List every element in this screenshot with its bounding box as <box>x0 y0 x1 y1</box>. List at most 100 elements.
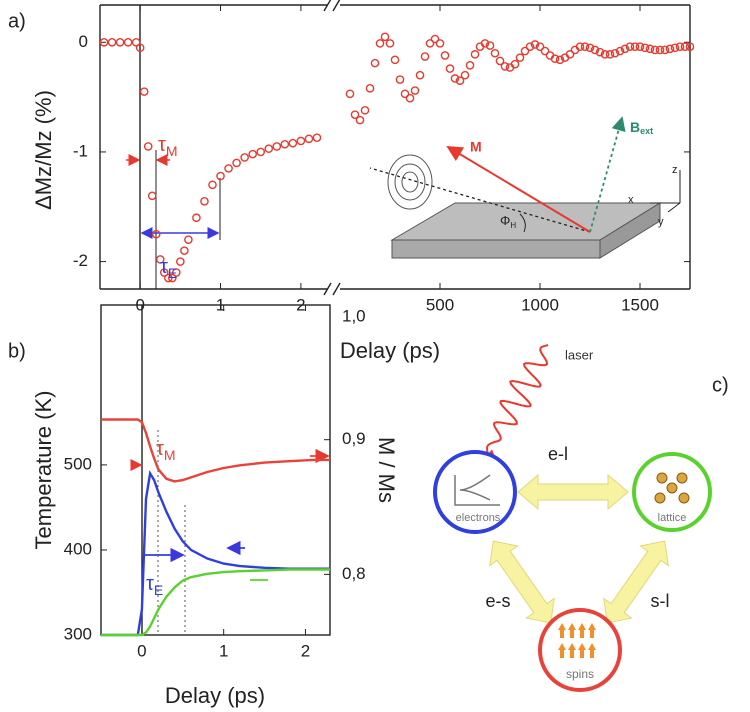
data-point <box>495 56 505 66</box>
data-point <box>184 235 193 244</box>
data-point <box>135 43 145 53</box>
data-point <box>192 213 201 223</box>
data-point <box>440 51 450 60</box>
data-point <box>176 257 185 266</box>
y-tick-label: 500 <box>64 454 92 473</box>
data-point <box>490 48 500 58</box>
y-axis-label: Temperature (K) <box>31 391 56 550</box>
data-point <box>224 164 233 173</box>
data-point <box>151 229 161 239</box>
x-axis-label: Delay (ps) <box>340 338 440 363</box>
annotation: τM <box>158 134 178 158</box>
data-point <box>630 42 640 51</box>
x-tick-label: 0 <box>137 641 146 660</box>
data-point <box>296 136 306 146</box>
data-point <box>172 268 181 277</box>
data-point <box>670 43 680 53</box>
inset-label-sub: H <box>510 221 516 230</box>
node-label: lattice <box>658 512 687 524</box>
annotation-sub: M <box>166 143 178 159</box>
inset-label: Bext <box>630 119 653 137</box>
inset-label: M <box>470 139 482 155</box>
data-point <box>410 86 420 95</box>
data-point <box>304 134 314 144</box>
data-point <box>360 105 370 115</box>
x-tick-label: 0 <box>135 295 144 314</box>
node-label: spins <box>566 667 594 681</box>
data-point <box>248 149 257 159</box>
data-point <box>650 45 660 55</box>
annotation: τE <box>146 573 163 597</box>
data-point <box>375 39 385 48</box>
x-tick-label: 1 <box>219 641 228 660</box>
data-point <box>425 39 435 48</box>
inset-label-sub: ext <box>640 126 653 136</box>
data-point <box>99 37 109 47</box>
series-line <box>101 469 330 637</box>
data-point <box>605 50 615 59</box>
data-point <box>535 42 545 51</box>
y-axis-label: ΔMz/Mz (%) <box>31 90 56 210</box>
data-point <box>585 43 595 53</box>
y-tick-label: -2 <box>73 251 88 270</box>
y-tick-label: -1 <box>73 141 88 160</box>
data-point <box>256 147 266 157</box>
x-tick-label: 2 <box>301 641 310 660</box>
x-tick-label: 1000 <box>521 295 559 314</box>
data-point <box>565 50 575 59</box>
annotation-main: τ <box>158 134 166 156</box>
x-tick-label: 1 <box>216 295 225 314</box>
data-point <box>520 46 530 56</box>
data-point <box>159 268 169 277</box>
data-point <box>655 45 665 55</box>
data-point <box>460 70 470 80</box>
data-point <box>123 37 133 47</box>
data-point <box>615 46 625 56</box>
data-point <box>345 89 355 99</box>
data-point <box>640 43 650 53</box>
data-point <box>143 142 153 151</box>
data-point <box>445 64 455 73</box>
edge-label: e-s <box>485 591 510 611</box>
data-point <box>595 47 605 57</box>
diagram-label: laser <box>565 347 594 362</box>
series-line <box>101 568 330 637</box>
y2-tick-label: 1,0 <box>342 306 366 325</box>
y-tick-label: 400 <box>64 539 92 558</box>
data-point <box>208 180 217 190</box>
panel-label: b) <box>8 340 26 362</box>
data-point <box>390 55 400 65</box>
inset-axis: x <box>628 194 634 206</box>
data-point <box>355 115 365 125</box>
data-point <box>350 110 360 119</box>
panel-label: a) <box>8 10 26 32</box>
data-point <box>435 39 445 48</box>
data-point <box>530 40 540 49</box>
data-point <box>107 37 117 47</box>
data-point <box>540 46 550 56</box>
annotation: τM <box>156 438 176 462</box>
data-point <box>470 50 480 59</box>
data-point <box>525 42 535 51</box>
data-point <box>147 191 157 201</box>
data-point <box>660 45 670 55</box>
data-point <box>312 133 322 142</box>
panel-a-frame <box>99 0 691 296</box>
y-tick-label: 300 <box>64 624 92 643</box>
data-point <box>400 89 410 99</box>
edge-label: e-l <box>548 444 568 464</box>
panel-label: c) <box>712 374 729 396</box>
x-tick-label: 1500 <box>621 295 659 314</box>
data-point <box>131 37 141 47</box>
data-point <box>600 50 610 59</box>
data-point <box>635 42 645 51</box>
annotation: τE <box>160 256 177 280</box>
data-point <box>415 70 425 80</box>
y2-axis-label: M / Ms <box>374 437 399 503</box>
y2-tick-label: 0,9 <box>342 429 366 448</box>
data-point <box>575 42 585 51</box>
laser-beam <box>480 344 549 465</box>
inset: M Bext ΦH x y z <box>369 116 681 259</box>
data-point <box>365 84 375 93</box>
